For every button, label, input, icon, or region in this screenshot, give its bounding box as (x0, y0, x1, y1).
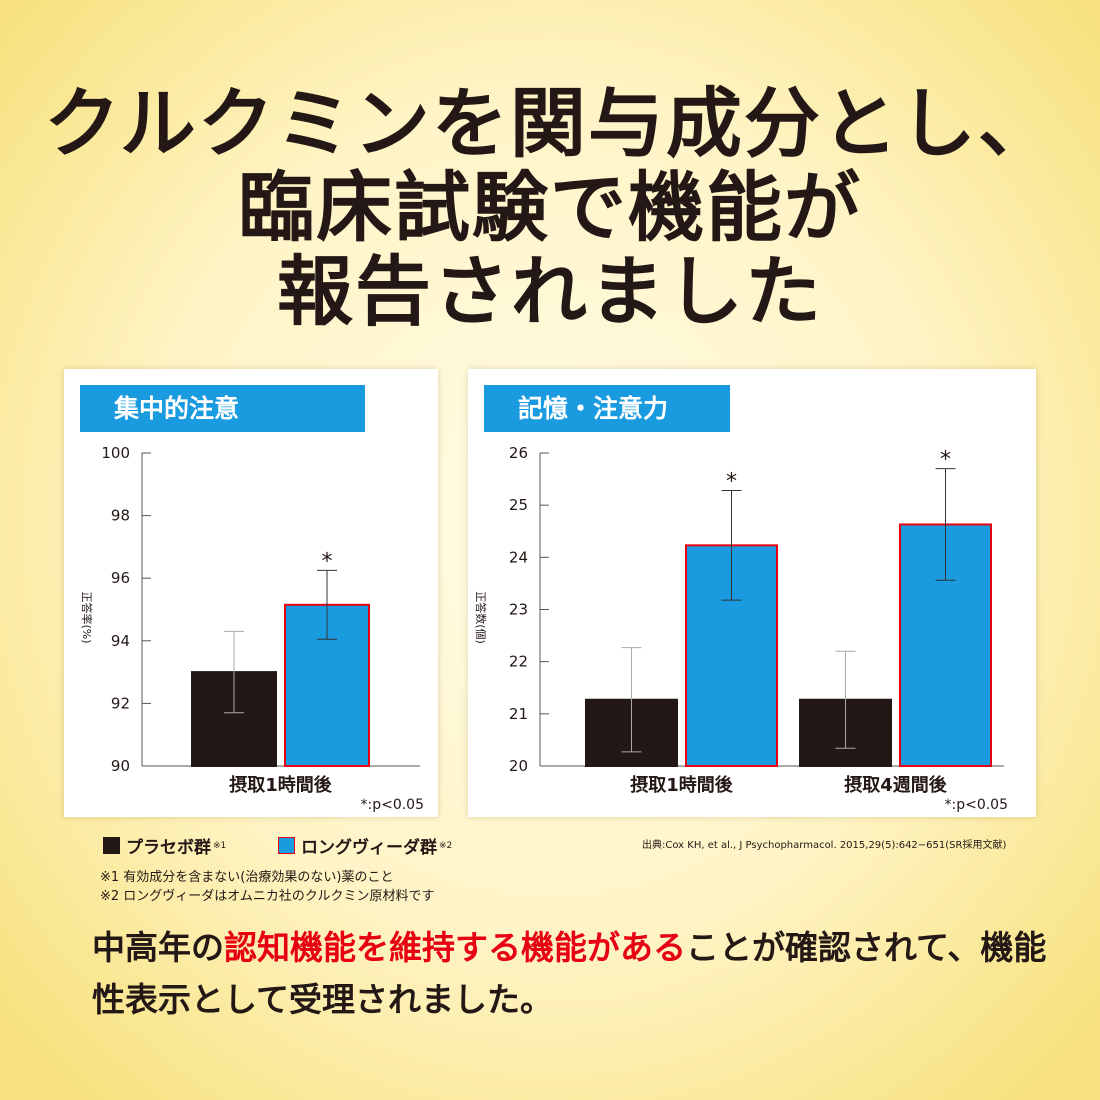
y-axis-label: 正答数(個) (474, 591, 488, 644)
chart-panel-memory: 記憶・注意力 20 21 22 23 24 25 26 正答数(個) * 摂取1時間後 * 摂取4週間… (468, 369, 1036, 817)
conclusion-text: 中高年の認知機能を維持する機能があることが確認されて、機能性表示として受理されま… (92, 922, 1052, 1026)
x-category-label: 摂取1時間後 (229, 774, 333, 796)
chart-panel-attention: 集中的注意 90 92 94 96 98 100 正答率(%) * 摂取1時間後 *:p<0.05 (64, 369, 438, 817)
headline-line-2: 臨床試験で機能が (238, 163, 862, 252)
y-tick-label: 100 (101, 444, 130, 462)
footnote-2: ※2 ロングヴィーダはオムニカ社のクルクミン原材料です (100, 889, 435, 904)
significance-marker: * (940, 448, 951, 473)
y-tick-label: 23 (509, 601, 528, 619)
significance-marker: * (322, 549, 333, 574)
y-tick-label: 22 (509, 653, 528, 671)
legend-label-longvida: ロングヴィーダ群 (301, 838, 437, 858)
y-tick-label: 26 (509, 444, 528, 462)
headline-line-1: クルクミンを関与成分とし、 (44, 79, 1056, 168)
panel-tag-memory: 記憶・注意力 (484, 385, 730, 432)
y-tick-label: 92 (111, 694, 130, 712)
legend-swatch-placebo (103, 837, 120, 854)
legend-label-placebo: プラセボ群 (126, 838, 211, 858)
y-tick-label: 24 (509, 548, 528, 566)
chart-memory: 20 21 22 23 24 25 26 正答数(個) * 摂取1時間後 * 摂取4週間後*:p<0.… (474, 444, 1008, 813)
source-citation: 出典:Cox KH, et al., J Psychopharmacol. 20… (642, 840, 1007, 851)
legend-placebo: プラセボ群 ※1 (103, 833, 226, 858)
panel-tag-attention: 集中的注意 (80, 385, 365, 432)
conclusion-part-1: 中高年の (92, 928, 224, 967)
y-tick-label: 96 (111, 569, 130, 587)
y-tick-label: 98 (111, 507, 130, 525)
conclusion-highlight: 認知機能を維持する機能がある (224, 928, 686, 967)
y-tick-label: 25 (509, 496, 528, 514)
legend-mark-longvida: ※2 (439, 840, 453, 851)
legend-mark-placebo: ※1 (213, 840, 227, 851)
significance-note: *:p<0.05 (360, 797, 424, 813)
x-category-label: 摂取4週間後 (844, 774, 948, 796)
footnote-1: ※1 有効成分を含まない(治療効果のない)薬のこと (100, 870, 394, 885)
conclusion-part-3: ことが確認されて、機能性表示として受理されました。 (92, 928, 1047, 1019)
headline-line-3: 報告されました (277, 247, 823, 336)
y-tick-label: 90 (111, 757, 130, 775)
y-tick-label: 21 (509, 705, 528, 723)
chart-attention: 90 92 94 96 98 100 正答率(%) * 摂取1時間後 *:p<0.05 (80, 444, 424, 813)
x-category-label: 摂取1時間後 (630, 774, 734, 796)
significance-marker: * (726, 470, 737, 495)
legend-swatch-longvida (278, 837, 295, 854)
y-tick-label: 20 (509, 757, 528, 775)
significance-note: *:p<0.05 (944, 797, 1008, 813)
y-axis-label: 正答率(%) (80, 591, 94, 643)
legend-longvida: ロングヴィーダ群 ※2 (278, 833, 452, 858)
y-tick-label: 94 (111, 632, 130, 650)
